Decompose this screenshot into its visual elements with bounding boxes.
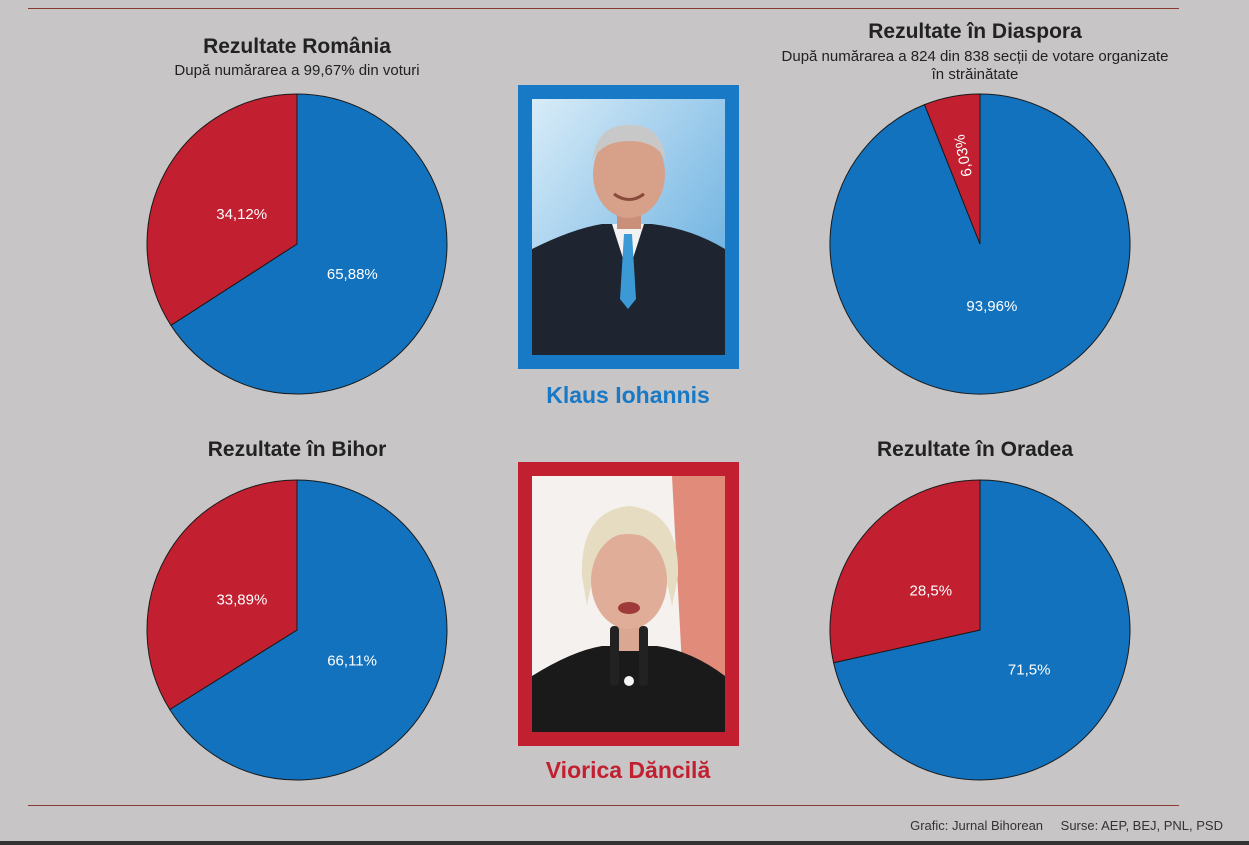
chart-title-diaspora: Rezultate în Diaspora (868, 20, 1082, 43)
photo-frame-iohannis (518, 85, 739, 369)
bottom-rule (28, 805, 1179, 806)
pie-slice-blue (833, 479, 1131, 781)
pie-label-blue: 65,88% (327, 266, 378, 283)
photo-frame-dancila (518, 462, 739, 746)
pie-label-blue: 71,5% (1008, 661, 1051, 678)
pie-slice-red (146, 479, 298, 711)
chart-subtitle-romania: După numărarea a 99,67% din voturi (174, 62, 420, 79)
pie-chart-bihor: 66,11% 33,89% (146, 479, 448, 781)
credits: Grafic: Jurnal Bihorean Surse: AEP, BEJ,… (910, 818, 1223, 833)
candidate-name-iohannis: Klaus Iohannis (546, 382, 710, 408)
chart-title-romania: Rezultate România (203, 35, 391, 58)
chart-title-bihor: Rezultate în Bihor (207, 438, 387, 461)
pie-chart-diaspora: 93,96%6,03% (829, 93, 1131, 395)
pie-slice-blue (170, 93, 448, 395)
graphic-credit: Grafic: Jurnal Bihorean (910, 818, 1044, 833)
man-portrait-icon (532, 99, 725, 355)
pie-label-blue: 93,96% (966, 298, 1017, 315)
chart-title-oradea: Rezultate în Oradea (876, 438, 1074, 461)
candidate-name-dancila: Viorica Dăncilă (545, 757, 711, 783)
pie-label-red: 34,12% (216, 206, 267, 223)
sources-credit: Surse: AEP, BEJ, PNL, PSD (1060, 818, 1223, 833)
pie-label-red: 28,5% (910, 583, 953, 600)
top-rule (28, 8, 1179, 9)
chart-subtitle-diaspora: După numărarea a 824 din 838 secții de v… (781, 48, 1169, 83)
pie-label-red: 33,89% (216, 591, 267, 608)
bottom-bar (0, 841, 1249, 845)
woman-portrait-icon (532, 476, 725, 732)
pie-label-blue: 66,11% (327, 653, 377, 670)
pie-slice-red (923, 93, 981, 245)
pie-slice-red (829, 479, 981, 664)
pie-chart-romania: 65,88% 34,12% (146, 93, 448, 395)
pie-chart-oradea: 71,5% 28,5% (829, 479, 1131, 781)
pie-slice-blue (169, 479, 448, 781)
pie-slice-red (146, 93, 298, 327)
